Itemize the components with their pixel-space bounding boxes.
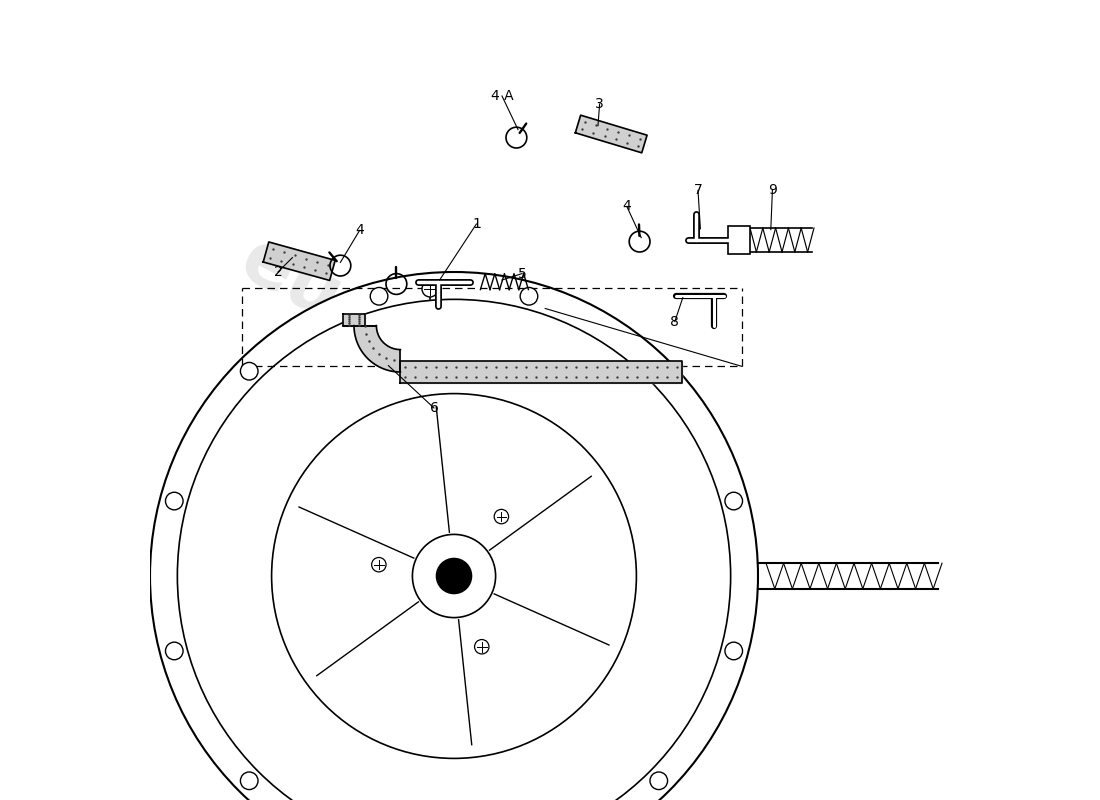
Circle shape bbox=[165, 492, 183, 510]
Text: 4 A: 4 A bbox=[491, 89, 514, 103]
Circle shape bbox=[412, 534, 496, 618]
Circle shape bbox=[241, 362, 258, 380]
Text: a passion for parts since 1985: a passion for parts since 1985 bbox=[361, 422, 739, 602]
Circle shape bbox=[165, 642, 183, 660]
Polygon shape bbox=[354, 326, 400, 372]
Circle shape bbox=[725, 492, 742, 510]
Polygon shape bbox=[575, 115, 647, 153]
Circle shape bbox=[241, 772, 258, 790]
Polygon shape bbox=[343, 314, 365, 326]
Text: 4: 4 bbox=[623, 199, 631, 214]
Circle shape bbox=[372, 558, 386, 572]
Circle shape bbox=[725, 642, 742, 660]
Text: 9: 9 bbox=[768, 183, 777, 198]
Polygon shape bbox=[400, 361, 682, 383]
Circle shape bbox=[520, 287, 538, 305]
Text: 6: 6 bbox=[430, 401, 439, 415]
Text: 5: 5 bbox=[518, 266, 527, 281]
Circle shape bbox=[272, 394, 637, 758]
Circle shape bbox=[650, 772, 668, 790]
Polygon shape bbox=[263, 242, 336, 281]
FancyBboxPatch shape bbox=[727, 226, 750, 254]
Text: 1: 1 bbox=[472, 217, 481, 231]
Circle shape bbox=[437, 558, 472, 594]
Text: 8: 8 bbox=[670, 314, 679, 329]
Text: 2: 2 bbox=[274, 265, 283, 279]
Text: 7: 7 bbox=[694, 183, 703, 198]
Text: 4: 4 bbox=[355, 223, 364, 238]
Circle shape bbox=[474, 639, 490, 654]
Circle shape bbox=[371, 287, 388, 305]
Text: 3: 3 bbox=[595, 97, 604, 111]
Text: eurocarparts: eurocarparts bbox=[228, 223, 745, 545]
Circle shape bbox=[494, 510, 508, 524]
Circle shape bbox=[422, 281, 438, 297]
Circle shape bbox=[150, 272, 758, 800]
Circle shape bbox=[650, 362, 668, 380]
